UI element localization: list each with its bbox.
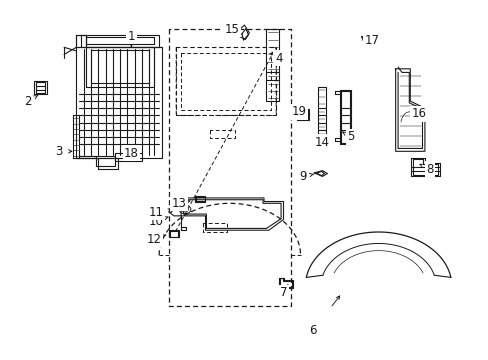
Text: 17: 17: [364, 34, 379, 48]
Text: 7: 7: [279, 287, 286, 300]
Text: 15: 15: [224, 23, 239, 36]
Text: 19: 19: [291, 105, 306, 118]
Text: 4: 4: [274, 51, 282, 64]
Text: 2: 2: [24, 95, 31, 108]
Text: 18: 18: [123, 147, 139, 159]
Text: 3: 3: [56, 145, 63, 158]
Text: 14: 14: [314, 136, 329, 149]
Text: 9: 9: [299, 170, 306, 183]
Text: 13: 13: [171, 197, 186, 210]
Text: 6: 6: [308, 324, 316, 337]
Text: 8: 8: [425, 163, 432, 176]
Text: 11: 11: [148, 206, 163, 219]
Text: 1: 1: [127, 30, 135, 43]
Text: 16: 16: [411, 107, 426, 120]
Text: 10: 10: [148, 215, 163, 228]
Text: 12: 12: [146, 233, 162, 246]
Text: 5: 5: [346, 130, 354, 144]
